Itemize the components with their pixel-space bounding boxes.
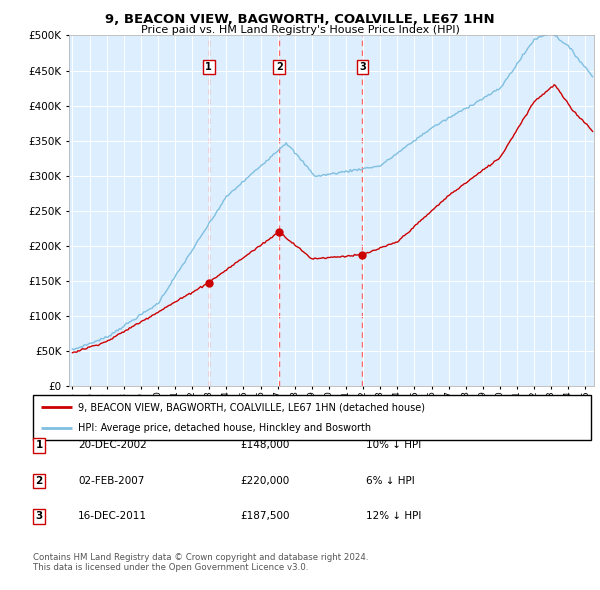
Text: 1: 1 bbox=[205, 62, 212, 72]
Text: 9, BEACON VIEW, BAGWORTH, COALVILLE, LE67 1HN (detached house): 9, BEACON VIEW, BAGWORTH, COALVILLE, LE6… bbox=[77, 402, 425, 412]
Text: 2: 2 bbox=[35, 476, 43, 486]
Text: 10% ↓ HPI: 10% ↓ HPI bbox=[366, 441, 421, 450]
Text: 02-FEB-2007: 02-FEB-2007 bbox=[78, 476, 145, 486]
Text: 16-DEC-2011: 16-DEC-2011 bbox=[78, 512, 147, 521]
Text: This data is licensed under the Open Government Licence v3.0.: This data is licensed under the Open Gov… bbox=[33, 563, 308, 572]
Text: 6% ↓ HPI: 6% ↓ HPI bbox=[366, 476, 415, 486]
Text: 20-DEC-2002: 20-DEC-2002 bbox=[78, 441, 147, 450]
Text: £220,000: £220,000 bbox=[240, 476, 289, 486]
Text: 9, BEACON VIEW, BAGWORTH, COALVILLE, LE67 1HN: 9, BEACON VIEW, BAGWORTH, COALVILLE, LE6… bbox=[105, 13, 495, 26]
FancyBboxPatch shape bbox=[33, 395, 591, 440]
Text: Price paid vs. HM Land Registry's House Price Index (HPI): Price paid vs. HM Land Registry's House … bbox=[140, 25, 460, 35]
Text: £187,500: £187,500 bbox=[240, 512, 290, 521]
Text: Contains HM Land Registry data © Crown copyright and database right 2024.: Contains HM Land Registry data © Crown c… bbox=[33, 553, 368, 562]
Text: 3: 3 bbox=[35, 512, 43, 521]
Text: 2: 2 bbox=[276, 62, 283, 72]
Text: 12% ↓ HPI: 12% ↓ HPI bbox=[366, 512, 421, 521]
Text: HPI: Average price, detached house, Hinckley and Bosworth: HPI: Average price, detached house, Hinc… bbox=[77, 422, 371, 432]
Text: 3: 3 bbox=[359, 62, 366, 72]
Text: 1: 1 bbox=[35, 441, 43, 450]
Text: £148,000: £148,000 bbox=[240, 441, 289, 450]
